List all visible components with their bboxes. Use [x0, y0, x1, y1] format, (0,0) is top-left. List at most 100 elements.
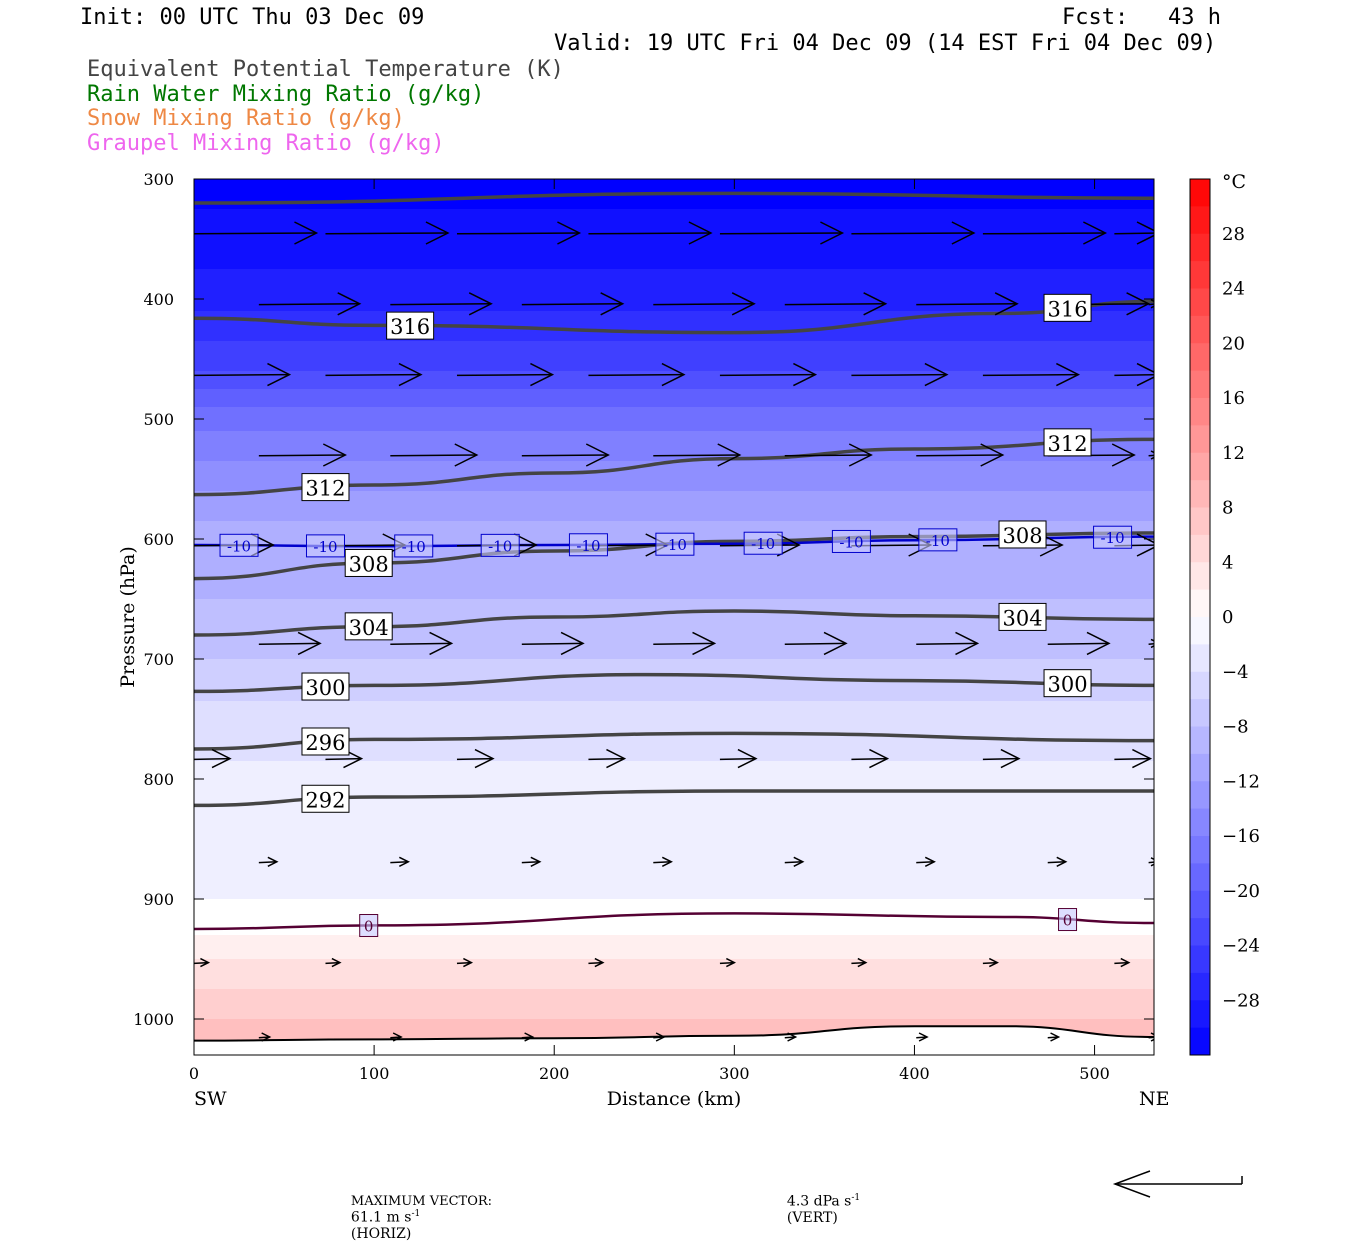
temperature-band	[194, 683, 1154, 690]
temperature-band	[194, 473, 1154, 480]
colorbar-segment	[1190, 452, 1210, 481]
temperature-band	[194, 227, 1154, 234]
horiz-exponent: -1	[411, 1209, 421, 1219]
temperature-band	[194, 485, 1154, 492]
isotherm-label: -10	[839, 533, 863, 551]
temperature-band	[194, 491, 1154, 498]
temperature-band	[194, 287, 1154, 294]
temperature-band	[194, 515, 1154, 522]
wind-vector	[653, 856, 673, 867]
temperature-band	[194, 749, 1154, 756]
isotherm-label: -10	[926, 532, 950, 550]
temperature-band	[194, 1019, 1154, 1026]
legend-rain: Rain Water Mixing Ratio (g/kg)	[87, 82, 485, 107]
wind-vector	[1114, 748, 1153, 769]
theta-e-label: 308	[349, 552, 389, 576]
wind-vector	[916, 443, 1005, 467]
theta-e-label-box	[998, 520, 1047, 549]
colorbar-segment	[1190, 480, 1210, 508]
wind-vector	[258, 631, 322, 656]
wind-vector	[521, 292, 625, 316]
wind-vector	[719, 221, 845, 245]
isotherm-label-box	[219, 533, 259, 557]
theta-e-label-box	[998, 602, 1047, 631]
temperature-band	[194, 899, 1154, 906]
temperature-band	[194, 689, 1154, 696]
temperature-band	[194, 629, 1154, 636]
max-vector-label: MAXIMUM VECTOR:	[350, 1194, 493, 1209]
temperature-band	[194, 281, 1154, 288]
wind-vector	[916, 1032, 929, 1042]
temperature-band	[194, 431, 1154, 438]
temperature-band	[194, 413, 1154, 420]
wind-vector	[982, 957, 999, 968]
temperature-band	[194, 221, 1154, 228]
temperature-band	[194, 425, 1154, 432]
temperature-band	[194, 215, 1154, 222]
temperature-band	[194, 935, 1154, 942]
wind-vector	[851, 957, 868, 968]
temperature-band	[194, 653, 1154, 660]
temperature-band	[194, 479, 1154, 486]
temperature-band	[194, 833, 1154, 840]
colorbar-segment	[1190, 398, 1210, 426]
temperature-band	[194, 1025, 1154, 1032]
temperature-band	[194, 353, 1154, 360]
isotherm-label: -10	[313, 538, 337, 556]
theta-e-contour	[194, 299, 1154, 335]
wind-vector	[916, 631, 980, 656]
temperature-band	[194, 953, 1154, 960]
temperature-band	[194, 245, 1154, 252]
temperature-band	[194, 845, 1154, 852]
temperature-band	[194, 509, 1154, 516]
temperature-band	[194, 647, 1154, 654]
temperature-band	[194, 893, 1154, 900]
temperature-band	[194, 623, 1154, 630]
temperature-band	[194, 563, 1154, 570]
x-left-end-label: SW	[194, 1088, 227, 1110]
theta-e-label: 312	[1047, 432, 1087, 456]
theta-e-label-box	[301, 784, 350, 813]
wind-vector	[194, 362, 292, 387]
wind-vector	[521, 443, 610, 467]
theta-e-label: 296	[305, 731, 345, 755]
temperature-band	[194, 203, 1154, 210]
wind-vector	[784, 856, 805, 867]
wind-vector	[653, 292, 756, 316]
isotherm-label-box	[743, 531, 783, 555]
terrain-line	[194, 1025, 1154, 1042]
wind-vector	[325, 362, 423, 387]
temperature-band	[194, 365, 1154, 372]
wind-vector	[194, 748, 232, 769]
temperature-band	[194, 569, 1154, 576]
wind-vector	[325, 748, 364, 769]
temperature-band	[194, 617, 1154, 624]
temperature-band	[194, 497, 1154, 504]
temperature-band	[194, 713, 1154, 720]
temperature-band	[194, 1007, 1154, 1014]
x-tick-label: 0	[189, 1064, 199, 1083]
horiz-vector-value: 61.1 m s	[350, 1209, 412, 1226]
wind-vector	[258, 443, 347, 467]
isotherm-label: -10	[751, 535, 775, 553]
wind-vector	[784, 631, 848, 656]
temperature-band	[194, 233, 1154, 240]
wind-vector	[588, 957, 605, 968]
wind-vector	[916, 856, 936, 867]
temperature-band	[194, 839, 1154, 846]
colorbar-segment	[1190, 343, 1210, 372]
temperature-band	[194, 635, 1154, 642]
isotherm-label: -10	[1100, 529, 1124, 547]
y-axis-label: Pressure (hPa)	[117, 546, 139, 688]
colorbar-segment	[1190, 206, 1210, 235]
isotherm-label: -10	[227, 537, 251, 555]
colorbar-label: 8	[1222, 498, 1233, 519]
theta-e-label: 308	[1002, 524, 1042, 548]
theta-e-label: 316	[390, 315, 430, 339]
colorbar-label: −8	[1222, 717, 1249, 738]
wind-vector	[390, 856, 411, 867]
wind-vector	[521, 856, 542, 867]
colorbar-segment	[1190, 644, 1210, 673]
isotherm-label: -10	[576, 537, 600, 555]
isotherm-label-box	[655, 532, 695, 556]
